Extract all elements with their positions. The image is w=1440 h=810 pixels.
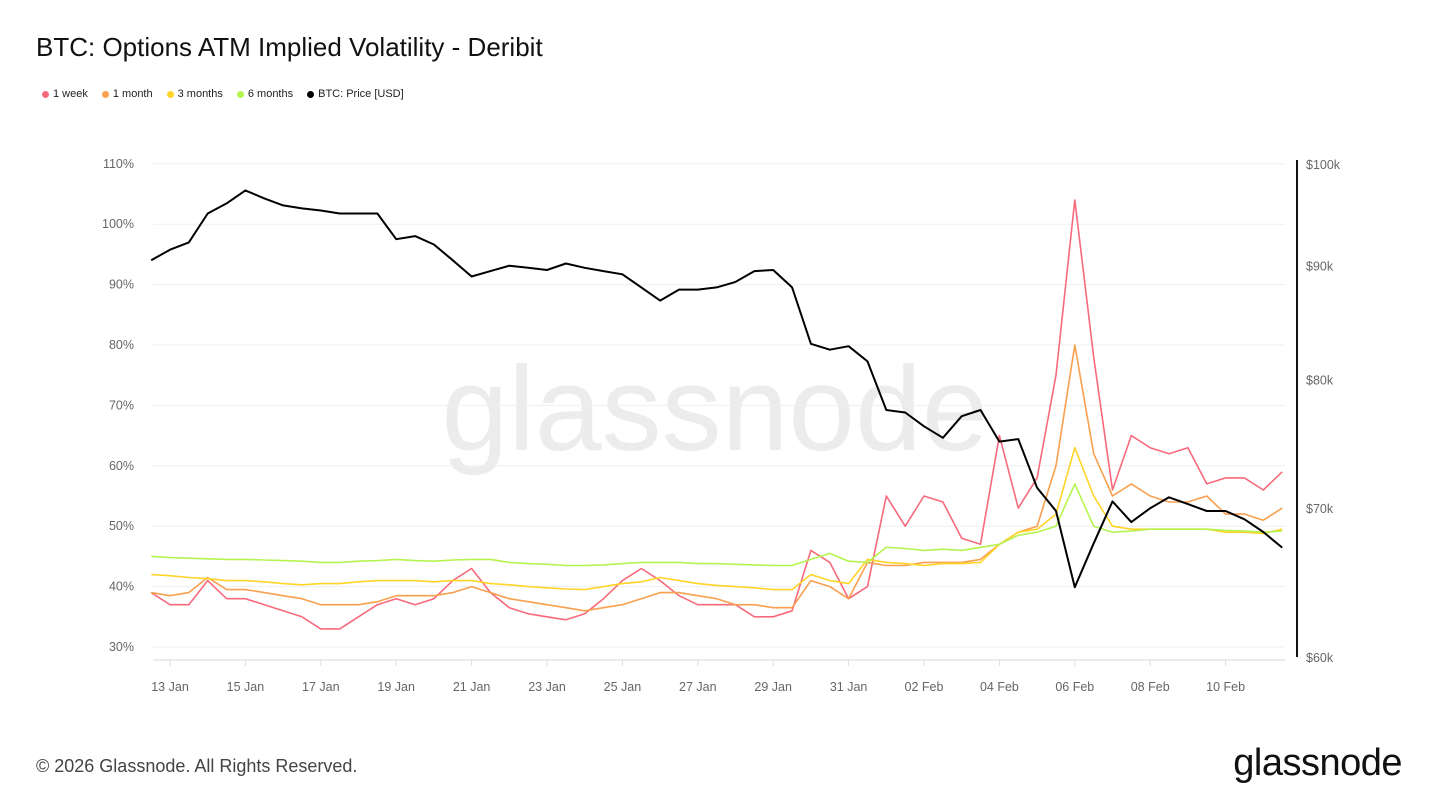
x-tick-label: 25 Jan (604, 680, 642, 694)
y-right-tick-label: $90k (1306, 260, 1334, 274)
y-left-tick-label: 110% (103, 157, 134, 171)
series-line-1-month (151, 344, 1283, 612)
copyright-text: © 2026 Glassnode. All Rights Reserved. (36, 756, 358, 776)
x-tick-label: 13 Jan (151, 680, 189, 694)
x-tick-label: 21 Jan (453, 680, 491, 694)
y-left-tick-label: 80% (109, 338, 134, 352)
legend-label: 1 month (112, 88, 153, 100)
x-tick-label: 27 Jan (679, 680, 717, 694)
legend-label: 1 week (53, 88, 88, 100)
legend-item[interactable]: 1 month (101, 88, 153, 100)
series-line-1-week (150, 199, 1283, 630)
legend-dot-icon (42, 90, 49, 98)
legend-item[interactable]: BTC: Price [USD] (307, 88, 404, 100)
legend-item[interactable]: 6 months (236, 88, 294, 100)
x-tick-label: 08 Feb (1131, 680, 1170, 694)
y-left-tick-label: 50% (109, 519, 134, 533)
y-right-tick-label: $80k (1306, 373, 1334, 387)
x-tick-label: 17 Jan (302, 680, 340, 694)
y-left-tick-label: 90% (109, 278, 134, 292)
watermark: glassnode (441, 342, 988, 476)
x-tick-label: 04 Feb (980, 680, 1019, 694)
x-tick-label: 19 Jan (377, 680, 415, 694)
y-right-tick-label: $60k (1306, 651, 1334, 665)
y-left-tick-label: 40% (109, 580, 134, 594)
legend-item[interactable]: 1 week (42, 88, 88, 100)
series-line-6-months (151, 483, 1283, 567)
legend-label: BTC: Price [USD] (318, 88, 404, 100)
y-left-tick-label: 100% (102, 217, 134, 231)
x-tick-label: 10 Feb (1206, 680, 1245, 694)
chart-title: BTC: Options ATM Implied Volatility - De… (36, 32, 543, 62)
legend-item[interactable]: 3 months (166, 88, 223, 100)
x-tick-label: 06 Feb (1055, 680, 1094, 694)
legend-dot-icon (166, 90, 174, 98)
x-tick-label: 23 Jan (528, 680, 566, 694)
series-line-3-months (151, 446, 1283, 591)
x-tick-label: 29 Jan (754, 680, 792, 694)
y-left-tick-label: 60% (109, 459, 134, 473)
x-tick-label: 31 Jan (830, 680, 868, 694)
y-right-tick-label: $70k (1306, 502, 1334, 516)
legend-dot-icon (307, 90, 315, 98)
y-left-tick-label: 30% (109, 640, 134, 654)
legend-label: 3 months (177, 88, 223, 100)
legend-dot-icon (236, 90, 244, 98)
y-right-tick-label: $100k (1306, 158, 1341, 172)
glassnode-logo: glassnode (1233, 742, 1402, 784)
series-line-btc-price-usd (150, 189, 1283, 589)
x-tick-label: 02 Feb (905, 680, 944, 694)
legend: 1 week 1 month 3 months 6 months BTC: Price … (42, 88, 404, 100)
x-tick-label: 15 Jan (227, 680, 265, 694)
y-left-tick-label: 70% (109, 398, 134, 412)
legend-label: 6 months (247, 88, 294, 100)
legend-dot-icon (101, 90, 109, 98)
